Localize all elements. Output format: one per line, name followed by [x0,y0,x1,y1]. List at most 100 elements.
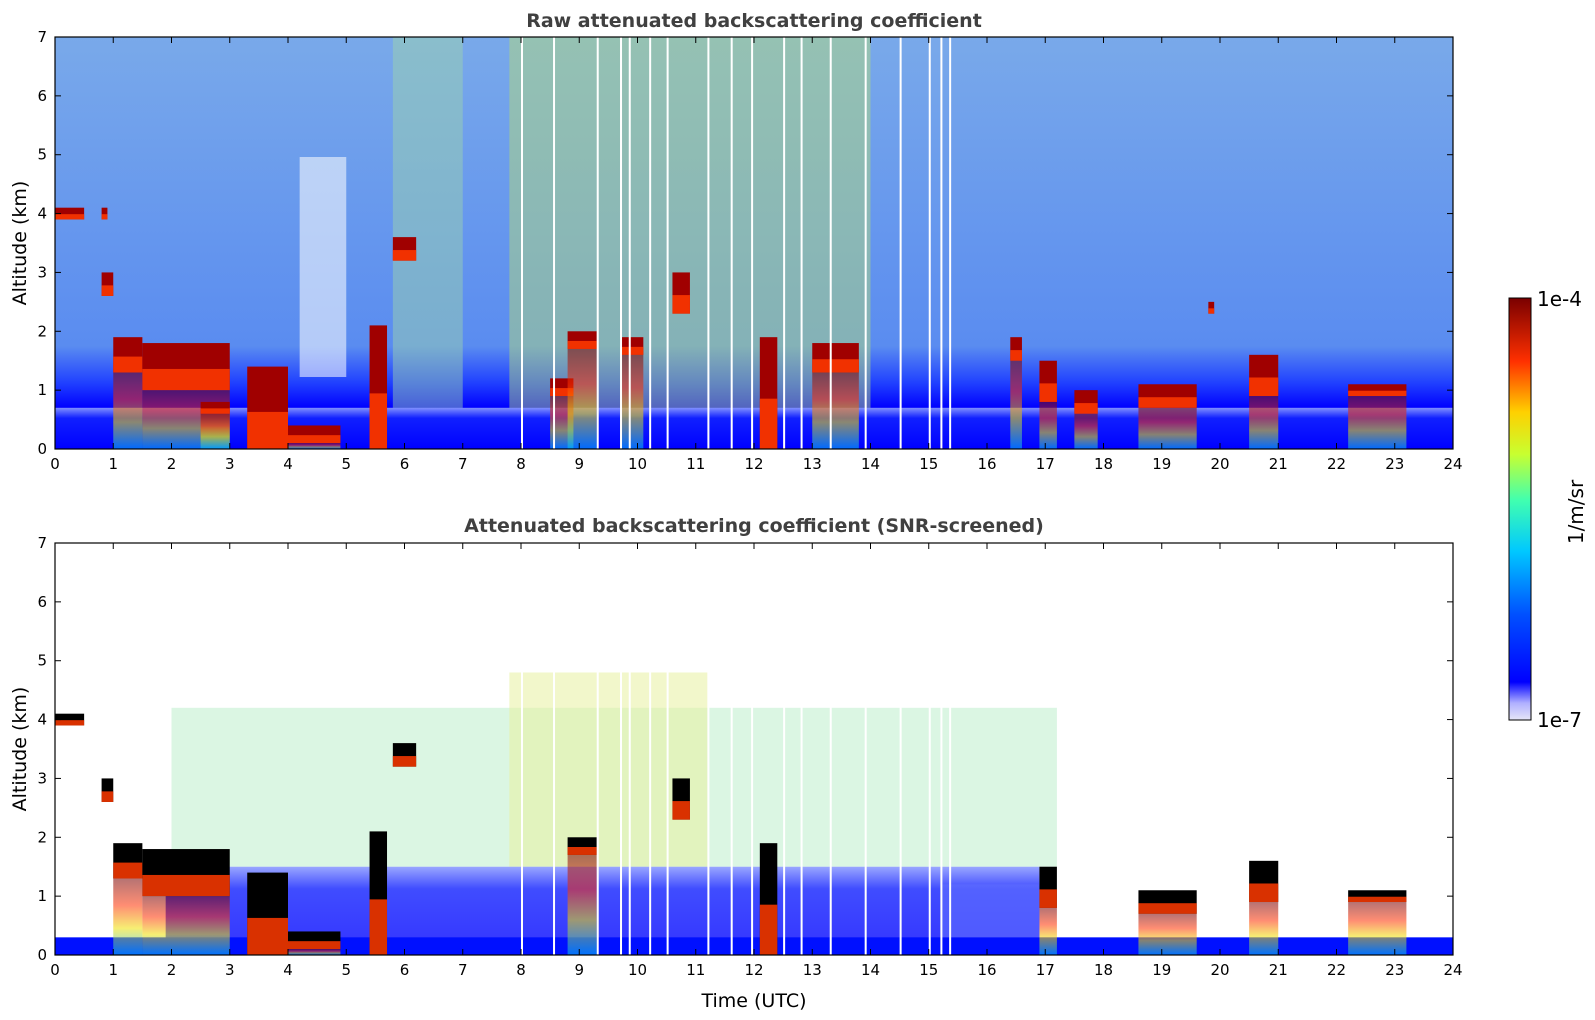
cloud-layer [1208,301,1215,314]
cloud-layer-edge [567,340,597,349]
precip-streak [142,896,230,955]
cloud-layer-edge [1039,889,1057,908]
x-tick-label: 13 [803,455,822,473]
data-gap [521,543,523,955]
data-gap [730,543,733,955]
cloud-layer-edge [247,917,288,955]
y-tick-label: 5 [37,652,47,670]
data-gap [730,37,733,449]
cloud-layer-edge [1138,397,1197,408]
x-tick-label: 12 [744,961,763,979]
y-tick-label: 2 [37,828,47,846]
data-gap [628,37,631,449]
x-tick-label: 1 [108,455,118,473]
x-tick-label: 9 [574,455,584,473]
data-gap [553,543,556,955]
cloud-layer-edge [1039,383,1057,402]
x-tick-label: 19 [1152,961,1171,979]
y-tick-label: 6 [37,87,47,105]
precip-streak [288,443,341,449]
data-gap [596,543,599,955]
cloud-layer-edge [288,435,341,444]
raw-ylabel: Altitude (km) [9,181,31,306]
x-tick-label: 20 [1210,961,1229,979]
x-tick-label: 16 [977,961,996,979]
x-tick-label: 8 [516,961,526,979]
panel-title-screened: Attenuated backscattering coefficient (S… [464,515,1044,537]
noise-band [299,157,347,377]
colorbar: 1e-4 1e-7 1/m/sr [1508,287,1588,732]
x-tick-label: 2 [167,455,177,473]
cloud-layer-edge [812,359,859,373]
x-tick-label: 12 [744,455,763,473]
x-tick-label: 4 [283,961,293,979]
data-gap [949,37,952,449]
data-gap [940,37,943,449]
cloud-layer-edge [142,874,230,897]
precip-streak [812,372,859,449]
data-gap [899,37,902,449]
cloud-layer-edge [200,408,230,414]
cloud-layer [200,401,230,414]
boundary-layer [940,884,1040,938]
x-tick-label: 22 [1327,961,1346,979]
x-tick-label: 19 [1152,455,1171,473]
colorbar-min-label: 1e-7 [1537,708,1582,732]
data-gap [707,37,710,449]
cloud-layer-edge [392,756,417,767]
cloud-layer-edge [1348,896,1407,903]
screened-xlabel: Time (UTC) [700,990,806,1012]
x-tick-label: 24 [1443,961,1462,979]
precip-streak [1249,902,1279,955]
y-tick-label: 6 [37,593,47,611]
data-gap [829,543,832,955]
data-gap [783,37,786,449]
cloud-layer-edge [759,398,778,449]
cloud-layer-edge [1010,350,1022,361]
data-gap [707,543,710,955]
precip-streak [567,348,597,449]
x-tick-label: 3 [225,455,235,473]
cloud-layer-edge [672,801,690,820]
data-gap [666,37,669,449]
data-gap [521,37,523,449]
x-tick-label: 17 [1036,455,1055,473]
cloud-layer-edge [1249,377,1279,397]
precip-streak [1138,407,1197,449]
data-gap [864,543,867,955]
y-tick-label: 5 [37,146,47,164]
precip-streak [1348,902,1407,955]
cloud-layer-edge [55,214,85,220]
data-gap [800,543,803,955]
data-gap [666,543,669,955]
cloud-layer [101,778,114,802]
cloud-layer-edge [672,295,690,314]
precip-streak [1138,913,1197,955]
y-tick-label: 3 [37,263,47,281]
data-gap [553,37,556,449]
raw-backscatter-panel: Raw attenuated backscattering coefficien… [9,10,1463,473]
cloud-layer-edge [1208,308,1215,314]
data-gap [649,543,652,955]
cloud-layer-edge [550,388,574,397]
y-tick-label: 7 [37,28,47,46]
precip-streak [288,949,341,955]
x-tick-label: 5 [341,455,351,473]
data-gap [649,37,652,449]
precip-streak [113,878,143,955]
precip-streak [1348,396,1407,449]
x-tick-label: 0 [50,455,60,473]
x-tick-label: 21 [1269,455,1288,473]
cloud-layer-edge [288,941,341,950]
aerosol-speckle [509,672,708,867]
cloud-layer [55,207,85,220]
cloud-layer-edge [101,214,108,220]
screened-backscatter-panel: Attenuated backscattering coefficient (S… [9,515,1463,1012]
x-tick-label: 15 [919,455,938,473]
x-tick-label: 23 [1385,455,1404,473]
data-gap [864,37,867,449]
x-tick-label: 13 [803,961,822,979]
cloud-layer-edge [1138,903,1197,914]
y-tick-label: 2 [37,322,47,340]
y-tick-label: 0 [37,946,47,964]
